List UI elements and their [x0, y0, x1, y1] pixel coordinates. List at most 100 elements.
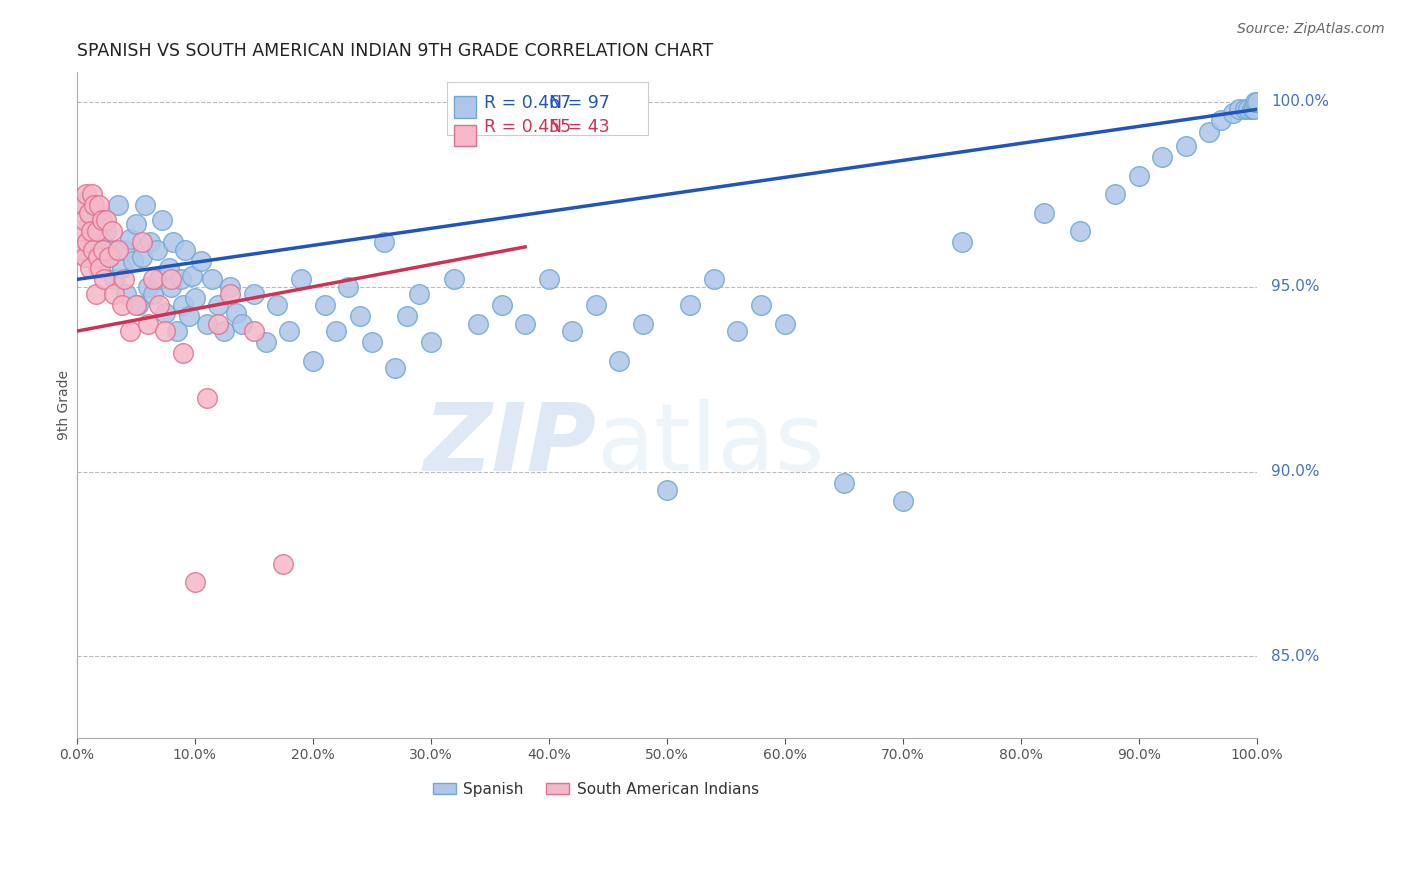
Point	[183, 291, 205, 305]
Point	[655, 483, 678, 497]
Point	[73, 250, 96, 264]
Point	[86, 224, 108, 238]
Point	[169, 272, 191, 286]
Point	[727, 324, 749, 338]
Point	[219, 287, 242, 301]
Point	[110, 261, 132, 276]
Point	[1240, 103, 1263, 117]
Point	[80, 224, 103, 238]
Point	[195, 391, 218, 405]
Point	[314, 298, 336, 312]
Point	[749, 298, 772, 312]
Text: ZIP: ZIP	[423, 399, 596, 491]
Point	[183, 575, 205, 590]
Legend: Spanish, South American Indians: Spanish, South American Indians	[426, 776, 765, 804]
Point	[1233, 103, 1256, 117]
Point	[290, 272, 312, 286]
Point	[950, 235, 973, 250]
Text: N = 43: N = 43	[548, 118, 609, 136]
Point	[142, 287, 165, 301]
Point	[891, 494, 914, 508]
Point	[1237, 103, 1260, 117]
Point	[443, 272, 465, 286]
Point	[537, 272, 560, 286]
Point	[89, 213, 111, 227]
Point	[77, 206, 100, 220]
Point	[1243, 103, 1265, 117]
Point	[136, 280, 159, 294]
Point	[396, 310, 419, 324]
Point	[91, 235, 114, 250]
Point	[122, 254, 145, 268]
Point	[118, 324, 141, 338]
Point	[103, 272, 125, 286]
Point	[254, 335, 277, 350]
Point	[212, 324, 235, 338]
Point	[242, 287, 264, 301]
Point	[87, 250, 110, 264]
Point	[207, 298, 229, 312]
Point	[679, 298, 702, 312]
Text: R = 0.467: R = 0.467	[484, 95, 571, 112]
Point	[101, 224, 124, 238]
Point	[82, 243, 104, 257]
Point	[80, 187, 103, 202]
Point	[73, 213, 96, 227]
Point	[75, 250, 97, 264]
Point	[513, 317, 536, 331]
Text: 100.0%: 100.0%	[1271, 95, 1329, 110]
Point	[75, 187, 97, 202]
Point	[112, 272, 135, 286]
Point	[72, 194, 94, 209]
Point	[337, 280, 360, 294]
Text: 85.0%: 85.0%	[1271, 648, 1319, 664]
Point	[83, 198, 105, 212]
Point	[195, 317, 218, 331]
Point	[101, 243, 124, 257]
Point	[79, 261, 101, 276]
Point	[1104, 187, 1126, 202]
Point	[96, 213, 118, 227]
Point	[384, 361, 406, 376]
Point	[87, 261, 110, 276]
Point	[80, 228, 103, 243]
Point	[89, 261, 111, 276]
Point	[157, 261, 180, 276]
Point	[181, 268, 204, 283]
Point	[301, 353, 323, 368]
Point	[1069, 224, 1091, 238]
Text: R = 0.467   N = 97
    R = 0.455   N = 43: R = 0.467 N = 97 R = 0.455 N = 43	[454, 89, 641, 128]
Point	[107, 198, 129, 212]
Point	[112, 243, 135, 257]
Point	[155, 306, 177, 320]
Point	[142, 272, 165, 286]
Text: SPANISH VS SOUTH AMERICAN INDIAN 9TH GRADE CORRELATION CHART: SPANISH VS SOUTH AMERICAN INDIAN 9TH GRA…	[77, 42, 713, 60]
Point	[125, 217, 148, 231]
Point	[219, 280, 242, 294]
FancyBboxPatch shape	[454, 96, 475, 118]
Text: R = 0.455: R = 0.455	[484, 118, 571, 136]
Point	[266, 298, 288, 312]
Point	[90, 213, 112, 227]
Point	[271, 557, 294, 571]
Point	[1246, 95, 1268, 109]
Point	[1152, 150, 1174, 164]
Point	[467, 317, 489, 331]
Point	[67, 224, 90, 238]
Point	[177, 310, 200, 324]
Point	[150, 213, 173, 227]
Point	[155, 324, 177, 338]
Point	[373, 235, 395, 250]
Point	[160, 272, 183, 286]
Point	[172, 298, 194, 312]
Point	[408, 287, 430, 301]
Point	[703, 272, 725, 286]
Point	[174, 243, 197, 257]
Point	[118, 232, 141, 246]
Point	[561, 324, 583, 338]
FancyBboxPatch shape	[454, 125, 475, 146]
Point	[91, 243, 114, 257]
Point	[136, 317, 159, 331]
Point	[1244, 95, 1267, 109]
Point	[231, 317, 253, 331]
